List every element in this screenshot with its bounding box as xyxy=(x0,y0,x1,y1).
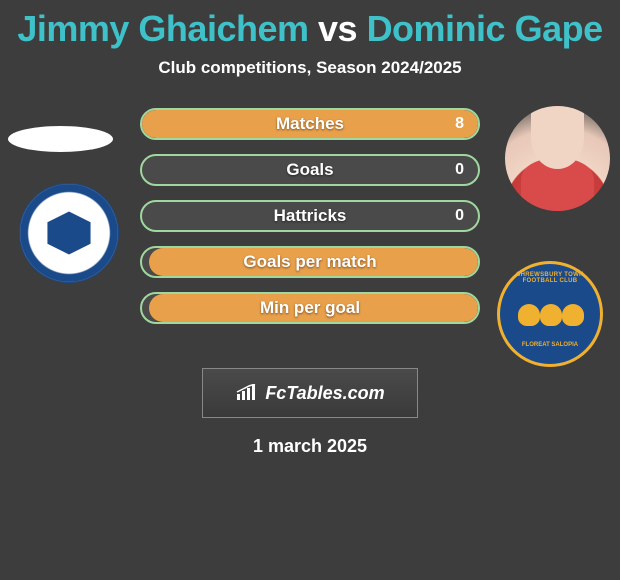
lion-icon xyxy=(518,304,540,326)
player2-avatar xyxy=(505,106,610,211)
stat-row: Goals per match xyxy=(140,246,480,278)
content-area: SHREWSBURY TOWN FOOTBALL CLUB FLOREAT SA… xyxy=(0,106,620,366)
club-right-name: SHREWSBURY TOWN FOOTBALL CLUB xyxy=(510,272,590,286)
player1-club-badge xyxy=(20,184,118,282)
stat-row: Matches8 xyxy=(140,108,480,140)
player2-club-badge: SHREWSBURY TOWN FOOTBALL CLUB FLOREAT SA… xyxy=(500,264,600,364)
comparison-title: Jimmy Ghaichem vs Dominic Gape xyxy=(0,0,620,50)
player2-name: Dominic Gape xyxy=(367,8,603,49)
watermark-text: FcTables.com xyxy=(265,383,384,404)
chart-icon xyxy=(235,384,261,402)
club-right-motto: FLOREAT SALOPIA xyxy=(510,342,590,354)
lion-icon xyxy=(562,304,584,326)
stat-label: Hattricks xyxy=(142,202,478,230)
stat-row: Goals0 xyxy=(140,154,480,186)
stat-value-right: 8 xyxy=(455,110,464,138)
player1-avatar xyxy=(8,126,113,152)
subtitle: Club competitions, Season 2024/2025 xyxy=(0,58,620,78)
stat-label: Goals per match xyxy=(142,248,478,276)
watermark-badge: FcTables.com xyxy=(202,368,418,418)
stat-row: Hattricks0 xyxy=(140,200,480,232)
stat-value-right: 0 xyxy=(455,202,464,230)
stat-label: Min per goal xyxy=(142,294,478,322)
stat-label: Goals xyxy=(142,156,478,184)
lion-icon xyxy=(540,304,562,326)
stats-container: Matches8Goals0Hattricks0Goals per matchM… xyxy=(140,106,480,324)
stat-value-right: 0 xyxy=(455,156,464,184)
stat-label: Matches xyxy=(142,110,478,138)
vs-text: vs xyxy=(318,8,357,49)
stat-row: Min per goal xyxy=(140,292,480,324)
comparison-date: 1 march 2025 xyxy=(0,436,620,457)
player1-name: Jimmy Ghaichem xyxy=(17,8,308,49)
